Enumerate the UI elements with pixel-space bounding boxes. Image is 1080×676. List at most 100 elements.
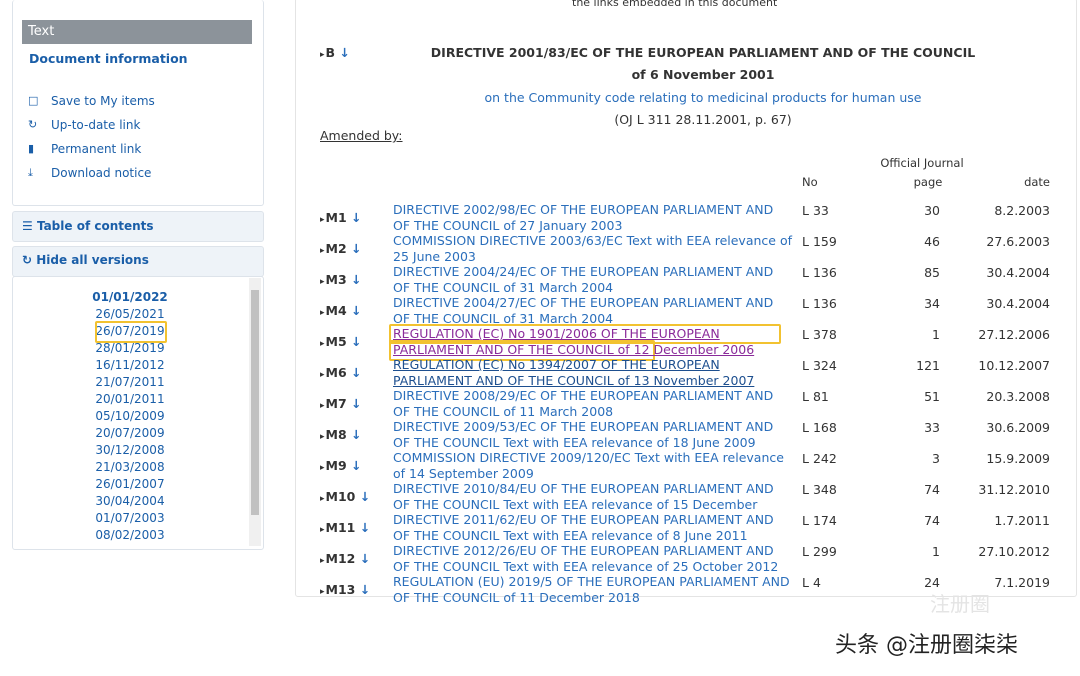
oj-page: 24 [924,575,940,590]
amendment-marker[interactable]: M9 [320,458,362,473]
version-link[interactable]: 30/12/2008 [95,443,165,457]
document-info-link[interactable]: Document information [29,51,188,66]
version-link[interactable]: 01/07/2003 [95,511,165,525]
faint-watermark: 注册圈 [930,592,990,616]
oj-page: 33 [924,420,940,435]
oj-date: 30.4.2004 [986,296,1050,311]
action-link[interactable]: Download notice [51,166,152,180]
scrollbar[interactable] [249,278,261,546]
amendment-marker[interactable]: M13 [320,582,370,597]
oj-number: L 324 [802,358,837,373]
amendment-marker[interactable]: M6 [320,365,362,380]
version-link[interactable]: 20/07/2009 [95,426,165,440]
watermark: 头条 @注册圈柒柒 [835,633,1018,658]
amendment-title[interactable]: REGULATION (EU) 2019/5 OF THE EUROPEAN P… [393,574,790,605]
oj-date: 30.4.2004 [986,265,1050,280]
oj-number: L 33 [802,203,829,218]
highlight-box [389,324,781,344]
version-link[interactable]: 08/02/2003 [95,528,165,542]
oj-page: 74 [924,482,940,497]
oj-number: L 136 [802,296,837,311]
version-link[interactable]: 01/01/2022 [92,290,168,304]
oj-number: L 136 [802,265,837,280]
amendment-title[interactable]: DIRECTIVE 2002/98/EC OF THE EUROPEAN PAR… [393,202,774,233]
version-link[interactable]: 16/11/2012 [95,358,165,372]
amendment-title[interactable]: DIRECTIVE 2004/24/EC OF THE EUROPEAN PAR… [393,264,774,295]
doc-date: of 6 November 2001 [631,67,775,82]
oj-date: 10.12.2007 [978,358,1050,373]
version-link[interactable]: 20/01/2011 [95,392,165,406]
amendment-title[interactable]: REGULATION (EC) No 1901/2006 OF THE EURO… [393,326,755,357]
doc-title: DIRECTIVE 2001/83/EC OF THE EUROPEAN PAR… [430,45,976,60]
action-link[interactable]: Permanent link [51,142,142,156]
amendment-marker[interactable]: M1 [320,210,362,225]
oj-number: L 81 [802,389,829,404]
action-link[interactable]: Up-to-date link [51,118,141,132]
oj-date: 31.12.2010 [978,482,1050,497]
header-date: date [1024,175,1050,189]
amendment-marker[interactable]: M2 [320,241,362,256]
amendment-title[interactable]: DIRECTIVE 2004/27/EC OF THE EUROPEAN PAR… [393,295,774,326]
version-link[interactable]: 28/01/2019 [95,341,165,355]
versions-panel [12,276,264,550]
oj-date: 27.10.2012 [978,544,1050,559]
amendment-title[interactable]: COMMISSION DIRECTIVE 2003/63/EC Text wit… [393,233,792,264]
oj-number: L 348 [802,482,837,497]
oj-number: L 378 [802,327,837,342]
oj-date: 27.12.2006 [978,327,1050,342]
version-link[interactable]: 26/01/2007 [95,477,165,491]
version-link[interactable]: 21/03/2008 [95,460,165,474]
oj-number: L 4 [802,575,821,590]
oj-number: L 174 [802,513,837,528]
version-link[interactable]: 21/07/2011 [95,375,165,389]
amendment-marker[interactable]: M11 [320,520,370,535]
action-icon: ⤓ [28,166,33,179]
oj-page: 30 [924,203,940,218]
toc-label: Table of contents [36,219,154,233]
version-link[interactable]: 30/04/2004 [95,494,165,508]
amendment-marker[interactable]: M8 [320,427,362,442]
versions-header[interactable] [12,246,264,277]
amendment-title[interactable]: DIRECTIVE 2010/84/EU OF THE EUROPEAN PAR… [393,481,774,512]
amendment-marker[interactable]: M10 [320,489,370,504]
oj-number: L 242 [802,451,837,466]
version-link[interactable]: 26/07/2019 [95,324,165,338]
version-link[interactable]: 05/10/2009 [95,409,165,423]
amendment-marker[interactable]: M3 [320,272,362,287]
header-no: No [802,175,818,189]
amendment-title[interactable]: REGULATION (EC) No 1394/2007 OF THE EURO… [393,357,755,388]
oj-date: 30.6.2009 [986,420,1050,435]
amendment-marker[interactable]: M5 [320,334,362,349]
oj-date: 8.2.2003 [994,203,1050,218]
oj-date: 27.6.2003 [986,234,1050,249]
version-link[interactable]: 26/05/2021 [95,307,165,321]
oj-page: 85 [924,265,940,280]
amendment-title[interactable]: DIRECTIVE 2009/53/EC OF THE EUROPEAN PAR… [393,419,774,450]
toc-link[interactable]: ☰ Table of contents [22,219,154,233]
base-marker[interactable]: B [320,45,350,60]
oj-number: L 159 [802,234,837,249]
oj-number: L 168 [802,420,837,435]
amendment-title[interactable]: COMMISSION DIRECTIVE 2009/120/EC Text wi… [393,450,784,481]
amendment-marker[interactable]: M12 [320,551,370,566]
highlight-box [95,321,167,343]
toc-panel[interactable] [12,211,264,242]
doc-subject: on the Community code relating to medici… [484,90,922,105]
action-link[interactable]: Save to My items [51,94,155,108]
text-tab[interactable]: Text [22,20,252,44]
amendment-marker[interactable]: M4 [320,303,362,318]
sidebar-panel [12,0,264,206]
amendment-title[interactable]: DIRECTIVE 2008/29/EC OF THE EUROPEAN PAR… [393,388,774,419]
amendment-title[interactable]: DIRECTIVE 2012/26/EU OF THE EUROPEAN PAR… [393,543,779,574]
oj-date: 15.9.2009 [986,451,1050,466]
oj-date: 7.1.2019 [994,575,1050,590]
amended-by: Amended by: [320,128,403,143]
oj-page: 1 [932,327,940,342]
oj-page: 3 [932,451,940,466]
hide-versions-link[interactable]: ↻ Hide all versions [22,253,149,267]
amendment-title[interactable]: DIRECTIVE 2011/62/EU OF THE EUROPEAN PAR… [393,512,774,543]
oj-number: L 299 [802,544,837,559]
amendment-marker[interactable]: M7 [320,396,362,411]
header-page: page [913,175,943,189]
